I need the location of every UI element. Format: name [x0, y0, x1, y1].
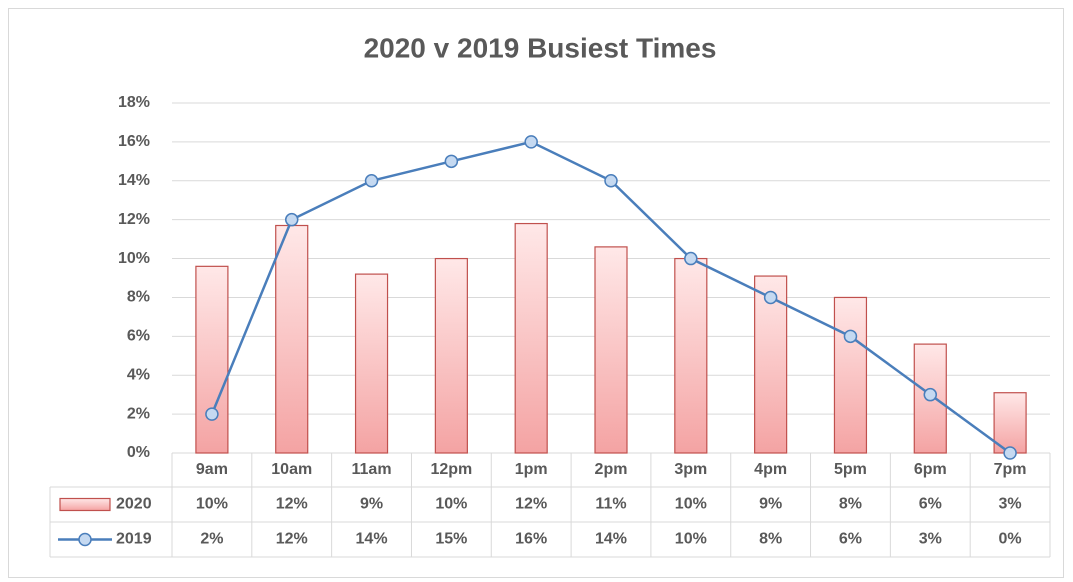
table-value: 10%	[196, 496, 228, 513]
line-marker	[843, 329, 858, 344]
table-value: 16%	[515, 531, 547, 548]
bar	[594, 246, 628, 454]
table-value: 3%	[999, 496, 1022, 513]
table-value: 6%	[919, 496, 942, 513]
line-marker	[205, 407, 219, 421]
y-tick-label: 2%	[127, 405, 150, 422]
legend-label: 2020	[116, 496, 152, 513]
line-marker	[1003, 446, 1017, 460]
x-tick-label: 3pm	[674, 461, 707, 478]
bar	[833, 296, 868, 454]
y-tick-label: 16%	[118, 133, 150, 150]
table-value: 9%	[759, 496, 782, 513]
bar	[514, 222, 548, 454]
line-marker	[604, 174, 618, 188]
y-tick-label: 10%	[118, 250, 150, 267]
line-marker	[284, 212, 299, 227]
y-tick-label: 12%	[118, 211, 150, 228]
bar	[674, 257, 708, 454]
table-value: 6%	[839, 531, 862, 548]
line-marker	[444, 154, 459, 169]
line-marker	[763, 290, 778, 305]
table-value: 14%	[356, 531, 388, 548]
y-tick-label: 0%	[127, 444, 150, 461]
legend-label: 2019	[116, 531, 152, 548]
x-tick-label: 6pm	[914, 461, 947, 478]
table-value: 12%	[515, 496, 547, 513]
table-value: 3%	[919, 531, 942, 548]
x-tick-label: 11am	[352, 461, 392, 478]
table-value: 10%	[675, 531, 707, 548]
bar	[195, 265, 229, 454]
x-tick-label: 4pm	[754, 461, 787, 478]
x-tick-label: 1pm	[515, 461, 548, 478]
chart-title: 2020 v 2019 Busiest Times	[364, 32, 717, 63]
table-value: 8%	[839, 496, 862, 513]
x-tick-label: 9am	[196, 461, 228, 478]
table-value: 10%	[435, 496, 467, 513]
legend-key	[59, 497, 111, 512]
bar	[993, 392, 1027, 454]
y-tick-label: 18%	[118, 94, 150, 111]
y-tick-label: 6%	[127, 328, 150, 345]
x-tick-label: 5pm	[834, 461, 867, 478]
table-value: 15%	[435, 531, 467, 548]
table-value: 12%	[276, 531, 308, 548]
table-value: 12%	[276, 496, 308, 513]
y-tick-label: 14%	[118, 172, 150, 189]
x-tick-label: 2pm	[595, 461, 628, 478]
table-value: 11%	[595, 496, 626, 513]
line-marker	[923, 387, 938, 402]
table-value: 0%	[999, 531, 1022, 548]
x-tick-label: 7pm	[994, 461, 1027, 478]
table-value: 2%	[200, 531, 223, 548]
table-value: 10%	[675, 496, 707, 513]
table-value: 8%	[759, 531, 782, 548]
y-tick-label: 4%	[127, 366, 150, 383]
bar	[354, 273, 389, 454]
legend-key	[78, 532, 92, 547]
line-marker	[524, 135, 538, 149]
line-marker	[364, 174, 379, 188]
table-value: 14%	[595, 531, 627, 548]
x-tick-label: 10am	[271, 461, 312, 478]
x-tick-label: 12pm	[430, 461, 472, 478]
y-tick-label: 8%	[127, 289, 150, 306]
line-marker	[684, 251, 698, 266]
table-value: 9%	[360, 496, 383, 513]
bar	[275, 224, 309, 454]
bar	[754, 275, 788, 454]
bar	[434, 257, 468, 454]
